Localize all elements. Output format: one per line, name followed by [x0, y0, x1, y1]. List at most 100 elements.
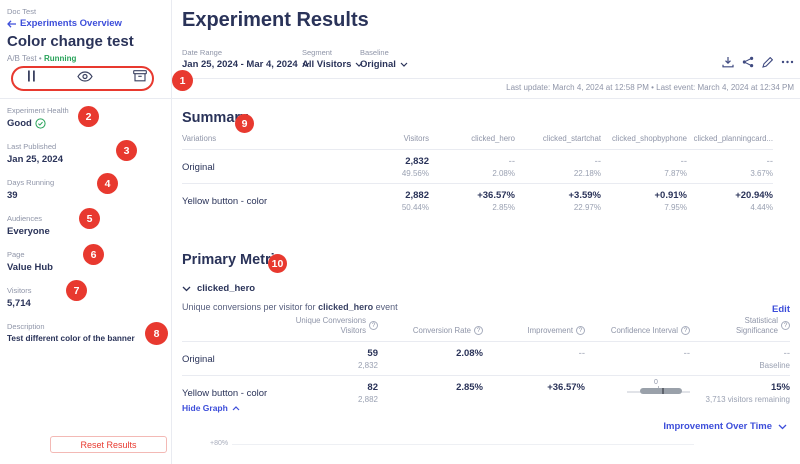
chevron-down-icon [400, 62, 408, 67]
field-value: Test different color of the banner [7, 334, 135, 343]
primary-metric-table: Unique Conversions Visitors ? Conversion … [182, 316, 790, 409]
filter-label: Date Range [182, 48, 223, 57]
chevron-down-icon [182, 286, 191, 291]
field-audiences: Audiences Everyone [7, 214, 166, 237]
field-label: Audiences [7, 214, 43, 223]
header-divider [172, 78, 800, 79]
metric-name: clicked_hero [197, 283, 256, 294]
summary-heading: Summary [182, 110, 249, 126]
annotation-badge-4: 4 [97, 173, 118, 194]
variation-name: Original [182, 161, 215, 173]
summary-table: Variations Visitors clicked_hero clicked… [182, 134, 773, 217]
last-update-text: Last update: March 4, 2024 at 12:58 PM •… [506, 83, 794, 92]
preview-eye-icon[interactable] [76, 70, 93, 82]
pause-icon[interactable] [27, 70, 36, 82]
help-icon[interactable]: ? [576, 326, 585, 336]
help-icon[interactable]: ? [781, 321, 790, 331]
sidebar-divider [0, 98, 172, 99]
table-row: Original 2,832 49.56% -- 2.08% -- 22.18% --… [182, 150, 773, 184]
back-to-overview-link[interactable]: Experiments Overview [7, 18, 122, 29]
sidebar: Doc Test Experiments Overview Color chan… [0, 0, 172, 464]
field-days-running: Days Running 39 [7, 178, 166, 201]
field-label: Days Running [7, 178, 55, 187]
annotation-badge-2: 2 [78, 106, 99, 127]
field-experiment-health: Experiment Health Good [7, 106, 166, 129]
project-breadcrumb: Doc Test [7, 7, 37, 16]
meta-separator: • [38, 54, 42, 63]
annotation-badge-6: 6 [83, 244, 104, 265]
field-visitors: Visitors 5,714 [7, 286, 166, 309]
annotation-badge-1: 1 [172, 70, 193, 91]
baseline-filter: Baseline Original [360, 48, 408, 70]
col-clicked-planningcard: clicked_planningcard... [693, 134, 773, 143]
metric-description: Unique conversions per visitor for click… [182, 302, 398, 312]
reset-results-button[interactable]: Reset Results [50, 436, 167, 453]
edit-metric-link[interactable]: Edit [772, 304, 790, 315]
chevron-down-icon [778, 424, 787, 429]
col-clicked-hero: clicked_hero [471, 134, 515, 143]
more-options-icon[interactable] [781, 60, 794, 64]
help-icon[interactable]: ? [681, 326, 690, 336]
date-range-dropdown[interactable]: Jan 25, 2024 - Mar 4, 2024 [182, 59, 310, 70]
download-icon[interactable] [722, 56, 734, 68]
date-range-filter: Date Range Jan 25, 2024 - Mar 4, 2024 [182, 48, 310, 70]
table-row: Yellow button - color 82 2,882 2.85% +36.… [182, 379, 790, 405]
col-clicked-shopbyphone: clicked_shopbyphone [612, 134, 687, 143]
help-icon[interactable]: ? [474, 326, 483, 336]
health-check-icon [35, 118, 46, 129]
annotation-badge-10: 10 [268, 254, 287, 273]
back-link-label: Experiments Overview [20, 18, 122, 29]
chevron-up-icon [232, 405, 240, 410]
field-value: Value Hub [7, 262, 53, 273]
col-conversion-rate: Conversion Rate ? [378, 326, 483, 336]
variation-name: Yellow button - color [182, 387, 268, 399]
field-value: 5,714 [7, 298, 31, 309]
improvement-over-time-toggle[interactable]: Improvement Over Time [663, 421, 787, 432]
metric-collapse-toggle[interactable]: clicked_hero [182, 283, 255, 294]
edit-pencil-icon[interactable] [762, 56, 773, 68]
graph-axis-tick: +80% [210, 440, 229, 447]
segment-dropdown[interactable]: All Visitors [302, 59, 363, 70]
back-arrow-icon [7, 19, 16, 28]
primary-metric-heading: Primary Metric [182, 252, 283, 268]
field-label: Experiment Health [7, 106, 69, 115]
summary-header-row: Variations Visitors clicked_hero clicked… [182, 134, 773, 150]
annotation-badge-9: 9 [235, 114, 254, 133]
share-icon[interactable] [742, 56, 754, 68]
metric-header-row: Unique Conversions Visitors ? Conversion … [182, 316, 790, 343]
segment-filter: Segment All Visitors [302, 48, 363, 70]
status-badge: Running [43, 54, 77, 63]
field-value: Jan 25, 2024 [7, 154, 63, 165]
experiment-title: Color change test [7, 33, 134, 50]
col-confidence-interval: Confidence Interval ? [585, 326, 690, 336]
filter-label: Baseline [360, 48, 389, 57]
visitors-value: 2,882 [405, 190, 429, 201]
filter-label: Segment [302, 48, 333, 57]
field-label: Last Published [7, 142, 57, 151]
col-unique-conversions: Unique Conversions Visitors ? [273, 316, 378, 335]
visitors-value: 2,832 [405, 156, 429, 167]
sidebar-fields: Experiment Health Good Last Published Ja… [7, 106, 166, 356]
annotation-badge-8: 8 [145, 322, 168, 345]
col-clicked-startchat: clicked_startchat [542, 134, 601, 143]
experiment-actions [7, 70, 157, 82]
baseline-dropdown[interactable]: Original [360, 59, 408, 70]
confidence-interval-graphic: 0 [627, 379, 690, 398]
ci-zero-label: 0 [654, 379, 658, 387]
hide-graph-link[interactable]: Hide Graph [182, 403, 240, 413]
table-row: Yellow button - color 2,882 50.44% +36.57… [182, 190, 773, 212]
graph-gridline [232, 444, 694, 445]
chevron-down-icon [302, 62, 310, 67]
archive-icon[interactable] [133, 70, 147, 82]
field-label: Page [7, 250, 25, 259]
field-value: Everyone [7, 226, 50, 237]
field-description: Description Test different color of the … [7, 322, 166, 343]
results-toolbar [722, 56, 794, 68]
help-icon[interactable]: ? [369, 321, 378, 331]
variation-name: Original [182, 353, 215, 365]
main-content: Experiment Results Date Range Jan 25, 20… [172, 0, 800, 464]
page-title: Experiment Results [182, 9, 369, 31]
variation-name: Yellow button - color [182, 195, 268, 207]
col-improvement: Improvement ? [483, 326, 585, 336]
